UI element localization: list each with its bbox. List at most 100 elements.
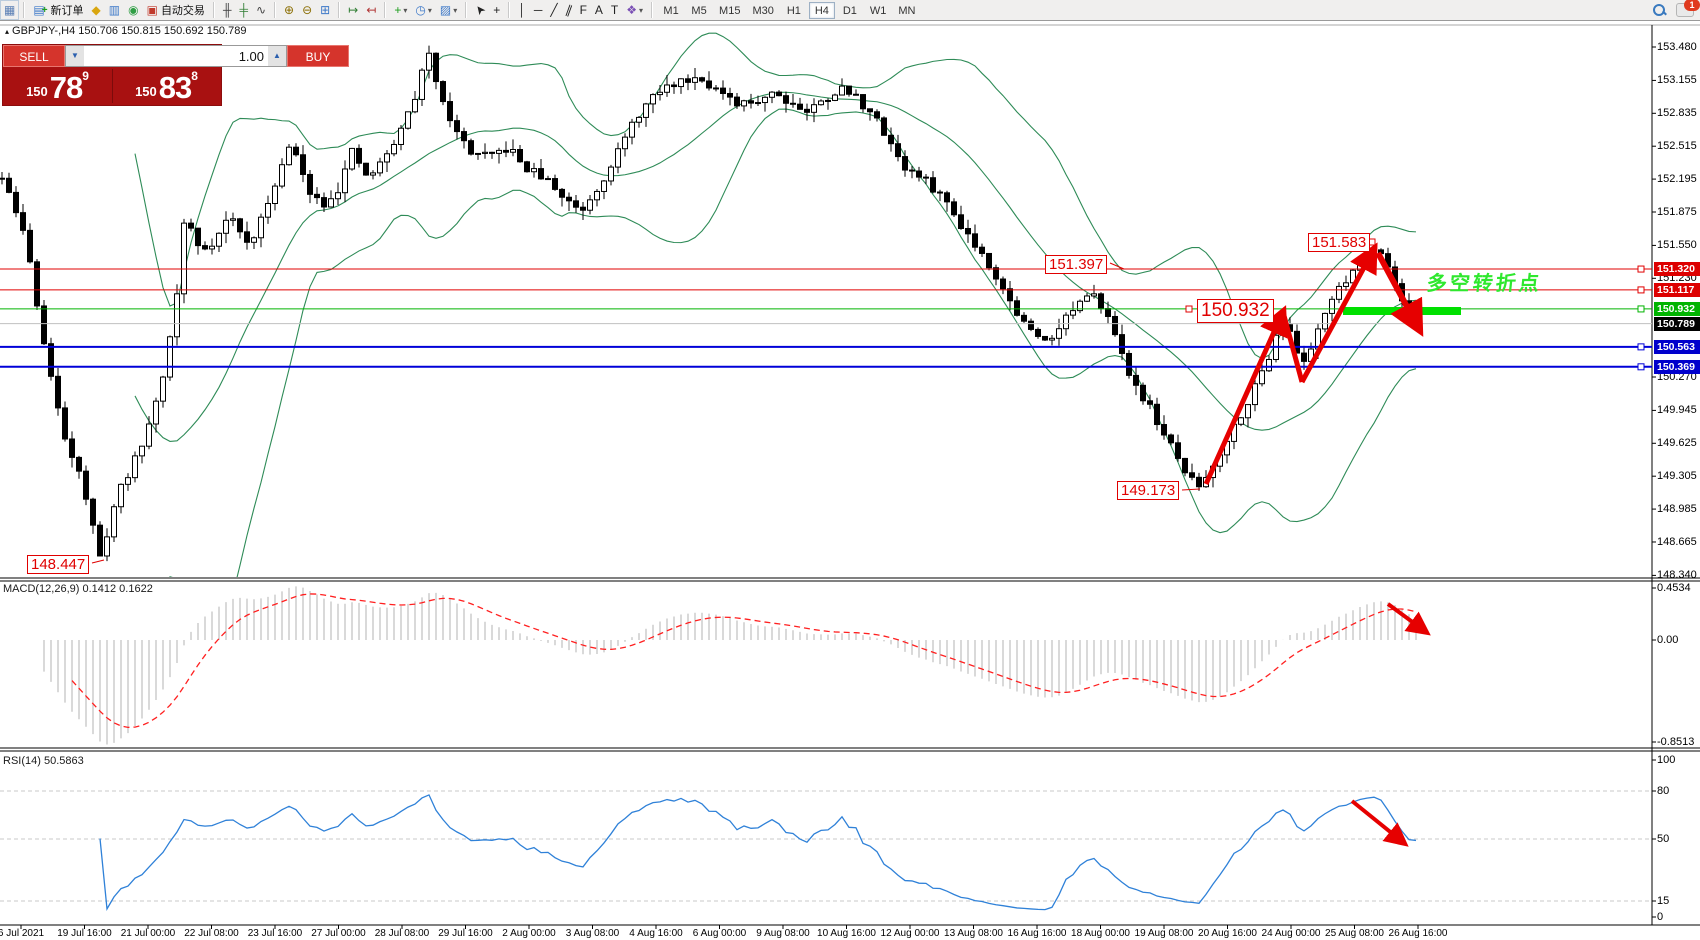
trendline-tool-glyph: ╱ xyxy=(550,3,558,17)
timeframe-m15[interactable]: M15 xyxy=(714,2,745,19)
shapes-menu-button[interactable]: ❖ ▾ xyxy=(622,0,647,20)
trend-arrow[interactable] xyxy=(1203,305,1288,486)
text-tool-glyph: A xyxy=(594,3,603,17)
auto-trading-button-label: 自动交易 xyxy=(160,5,205,17)
timeframe-h4[interactable]: H4 xyxy=(808,1,835,19)
vertical-line-tool[interactable]: │ xyxy=(514,0,530,20)
timeframe-mn[interactable]: MN xyxy=(893,2,920,19)
dropdown-caret-icon: ▾ xyxy=(453,5,458,15)
sell-price[interactable]: 150 78 9 xyxy=(3,67,112,105)
templates-menu-button[interactable]: ▨ ▾ xyxy=(436,0,461,20)
chart-shift-icon[interactable]: ↤ xyxy=(362,0,380,20)
text-tool[interactable]: A xyxy=(591,0,607,20)
market-watch-icon[interactable]: ▥ xyxy=(105,0,124,20)
price-badge-150.369: 150.369 xyxy=(1654,359,1700,374)
timeframe-w1[interactable]: W1 xyxy=(865,2,892,19)
price-axis-label: 148.985 xyxy=(1657,503,1697,516)
green-highlight-bar[interactable] xyxy=(1343,307,1461,315)
auto-scroll-icon-glyph: ↦ xyxy=(348,3,359,17)
volume-input[interactable] xyxy=(84,46,268,66)
timeframe-m1[interactable]: M1 xyxy=(658,2,684,19)
candle-chart-type-icon[interactable]: ╪ xyxy=(235,0,252,20)
price-callout[interactable]: 149.173 xyxy=(1117,481,1180,501)
shapes-menu-glyph: ❖ xyxy=(626,3,638,17)
zoom-out-icon[interactable]: ⊖ xyxy=(298,0,316,20)
trend-arrow[interactable] xyxy=(1386,602,1431,636)
line-chart-type-icon[interactable]: ∿ xyxy=(252,0,270,20)
rsi-axis-label: 100 xyxy=(1657,754,1676,766)
volume-increase-button[interactable]: ▲ xyxy=(268,46,286,66)
channel-tool[interactable]: ∥ xyxy=(562,0,576,20)
trend-arrow[interactable] xyxy=(1280,311,1305,383)
price-axis-label: 152.515 xyxy=(1657,140,1697,153)
trend-arrow[interactable] xyxy=(1350,799,1409,847)
timeframe-m30[interactable]: M30 xyxy=(747,2,778,19)
indicators-menu-button[interactable]: + ▾ xyxy=(390,0,411,20)
price-axis-label: 152.835 xyxy=(1657,107,1697,120)
auto-trading-button[interactable]: ▣ 自动交易 xyxy=(143,0,209,20)
zoom-in-icon[interactable]: ⊕ xyxy=(280,0,298,20)
time-axis-label: 2 Aug 00:00 xyxy=(502,928,556,939)
dropdown-caret-icon: ▾ xyxy=(639,5,644,15)
time-axis-label: 18 Aug 00:00 xyxy=(1071,928,1130,939)
time-axis-label: 19 Aug 08:00 xyxy=(1134,928,1194,939)
sell-price-prefix: 150 xyxy=(26,84,48,99)
chart-shift-icon-glyph: ↤ xyxy=(366,3,377,17)
trend-arrow[interactable] xyxy=(1299,242,1378,384)
horizontal-line-tool[interactable]: ─ xyxy=(530,0,547,20)
buy-price[interactable]: 150 83 8 xyxy=(112,67,221,105)
vertical-line-tool-glyph: │ xyxy=(518,3,526,17)
callout-anchor-handle[interactable] xyxy=(1185,305,1193,313)
periods-menu-button[interactable]: ◷ ▾ xyxy=(411,0,436,20)
periods-menu-glyph: ◷ xyxy=(415,3,426,17)
label-tool-glyph: T xyxy=(610,3,619,17)
new-order-button[interactable]: ▤ + 新订单 xyxy=(29,0,87,20)
horizontal-line-tool-glyph: ─ xyxy=(533,3,543,17)
timeframe-h1[interactable]: H1 xyxy=(781,2,807,19)
cursor-tool-button[interactable]: ➤ xyxy=(471,0,489,20)
bar-chart-type-icon[interactable]: ╫ xyxy=(219,0,236,20)
hline-handle-150.932[interactable] xyxy=(1637,305,1645,313)
price-callout[interactable]: 148.447 xyxy=(27,555,90,575)
macd-plot xyxy=(43,586,1417,745)
price-callout[interactable]: 150.932 xyxy=(1197,299,1274,323)
sell-button[interactable]: SELL xyxy=(3,45,65,67)
buy-button[interactable]: BUY xyxy=(287,45,349,67)
timeframe-m5[interactable]: M5 xyxy=(686,2,712,19)
hline-handle-150.369[interactable] xyxy=(1637,363,1645,371)
chart-eraser-icon[interactable]: ◆ xyxy=(88,0,105,20)
hline-handle-151.117[interactable] xyxy=(1637,286,1645,294)
volume-decrease-button[interactable]: ▼ xyxy=(66,46,84,66)
tile-windows-icon[interactable]: ⊞ xyxy=(316,0,334,20)
signals-icon[interactable]: ◉ xyxy=(124,0,142,20)
line-chart-type-icon-glyph: ∿ xyxy=(255,3,267,17)
new-order-glyph: ▤ xyxy=(33,3,45,17)
rsi-axis-label: 15 xyxy=(1657,895,1670,907)
hline-handle-151.320[interactable] xyxy=(1637,265,1645,273)
symbol-ohlc-label: ▴ GBPJPY-,H4 150.706 150.815 150.692 150.… xyxy=(5,25,247,37)
fibonacci-tool[interactable]: F xyxy=(576,0,591,20)
notifications-icon[interactable]: 1 xyxy=(1676,0,1700,17)
trendline-tool[interactable]: ╱ xyxy=(546,0,561,20)
toolbar-separator xyxy=(274,2,277,18)
trend-arrow[interactable] xyxy=(1375,251,1424,337)
price-axis-label: 149.305 xyxy=(1657,470,1697,483)
price-axis-label: 149.625 xyxy=(1657,437,1697,450)
buy-price-sup: 8 xyxy=(191,69,198,83)
toolbar-separator xyxy=(465,2,468,18)
crosshair-tool-button[interactable]: + xyxy=(489,0,504,20)
templates-menu-glyph: ▨ xyxy=(439,3,452,17)
channel-tool-glyph: ∥ xyxy=(563,2,574,18)
label-tool[interactable]: T xyxy=(607,0,622,20)
search-icon[interactable] xyxy=(1652,3,1667,17)
price-callout[interactable]: 151.583 xyxy=(1308,233,1371,253)
price-callout[interactable]: 151.397 xyxy=(1045,255,1108,275)
hline-handle-150.563[interactable] xyxy=(1637,343,1645,351)
timeframe-d1[interactable]: D1 xyxy=(837,2,863,19)
turning-point-annotation[interactable]: 多空转折点 xyxy=(1425,273,1543,295)
auto-scroll-icon[interactable]: ↦ xyxy=(344,0,362,20)
price-badge-151.320: 151.320 xyxy=(1654,262,1700,277)
app-window-icon[interactable]: ▦ xyxy=(0,0,20,20)
